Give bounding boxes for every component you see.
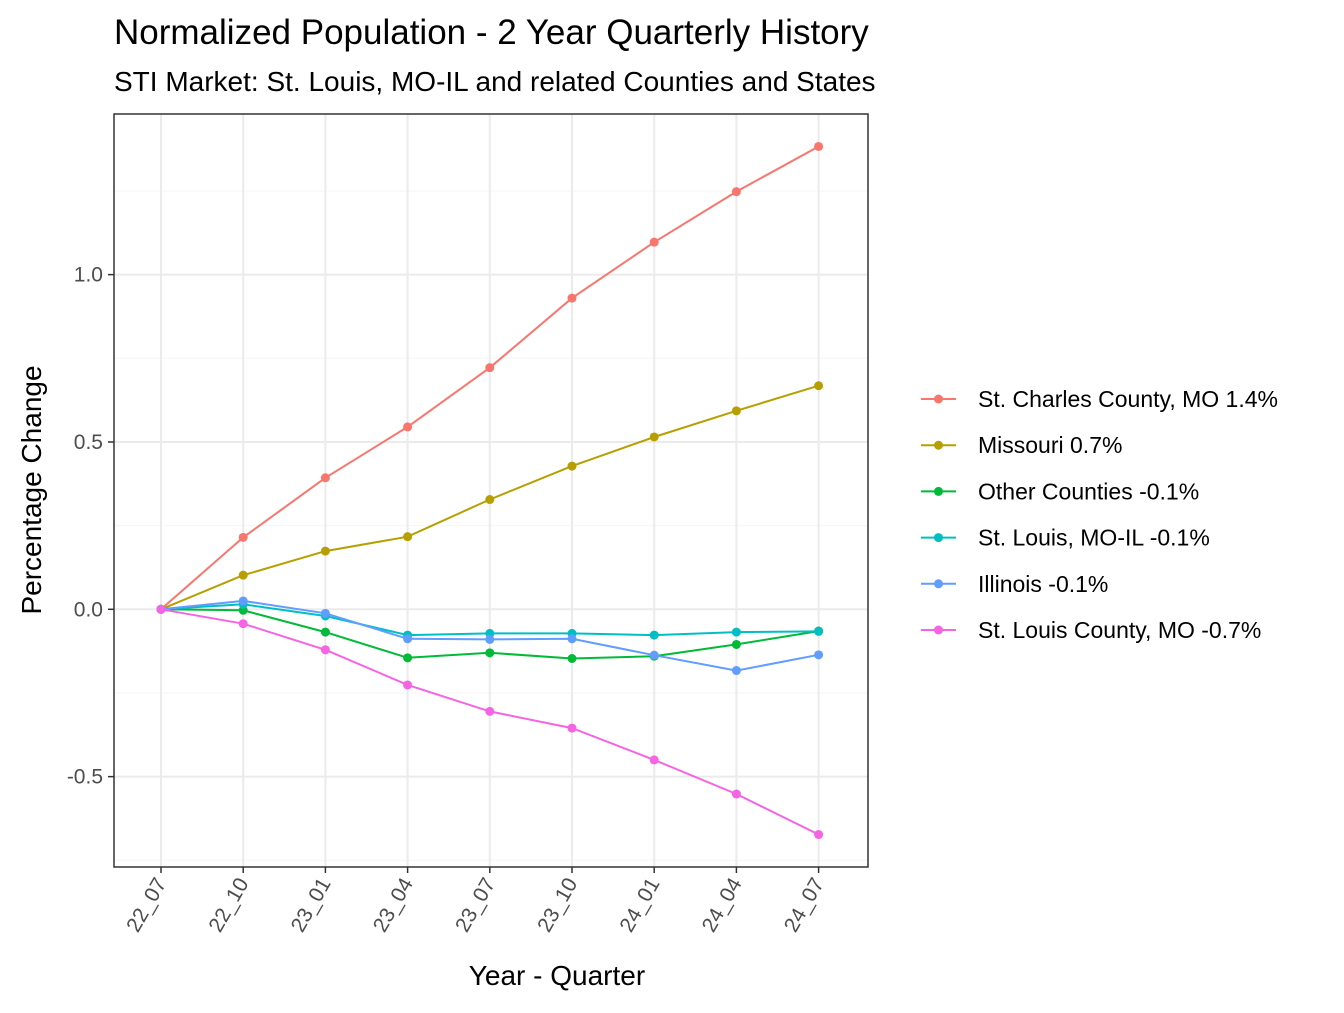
data-point bbox=[403, 634, 413, 644]
data-point bbox=[649, 755, 659, 765]
data-point bbox=[485, 363, 495, 373]
major-gridlines bbox=[114, 114, 868, 867]
y-tick-label: 1.0 bbox=[74, 264, 103, 287]
data-point bbox=[731, 627, 741, 637]
chart-subtitle: STI Market: St. Louis, MO-IL and related… bbox=[114, 66, 876, 97]
legend-label: St. Charles County, MO 1.4% bbox=[978, 386, 1278, 412]
plot-panel-background bbox=[114, 114, 868, 867]
y-axis: -0.5 0.0 0.5 1.0 bbox=[67, 264, 114, 789]
data-point bbox=[814, 650, 824, 660]
data-point bbox=[567, 293, 577, 303]
y-axis-title: Percentage Change bbox=[16, 365, 47, 614]
data-point bbox=[320, 608, 330, 618]
x-axis-title: Year - Quarter bbox=[469, 960, 645, 991]
data-point bbox=[485, 495, 495, 505]
data-point bbox=[649, 237, 659, 247]
legend-key-point bbox=[934, 579, 943, 589]
data-point bbox=[238, 570, 248, 580]
legend-key-point bbox=[934, 394, 943, 404]
data-point bbox=[731, 406, 741, 416]
series-layer bbox=[156, 141, 824, 840]
data-point bbox=[814, 141, 824, 151]
data-point bbox=[403, 653, 413, 663]
x-tick-label: 22_07 bbox=[122, 874, 171, 936]
legend-label: Missouri 0.7% bbox=[978, 432, 1122, 458]
data-point bbox=[567, 723, 577, 733]
x-tick-label: 24_04 bbox=[698, 874, 747, 936]
data-point bbox=[403, 680, 413, 690]
data-point bbox=[814, 830, 824, 840]
data-point bbox=[485, 706, 495, 716]
y-tick-label: -0.5 bbox=[67, 766, 103, 789]
data-point bbox=[403, 532, 413, 542]
data-point bbox=[320, 627, 330, 637]
data-point bbox=[649, 650, 659, 660]
legend-label: St. Louis County, MO -0.7% bbox=[978, 617, 1261, 643]
data-point bbox=[238, 596, 248, 606]
data-point bbox=[731, 187, 741, 197]
data-point bbox=[238, 619, 248, 629]
data-point bbox=[567, 461, 577, 471]
data-point bbox=[567, 634, 577, 644]
data-point bbox=[649, 630, 659, 640]
x-tick-label: 23_01 bbox=[287, 874, 336, 936]
data-point bbox=[649, 432, 659, 442]
x-tick-label: 23_04 bbox=[369, 874, 418, 936]
data-point bbox=[485, 634, 495, 644]
legend-label: St. Louis, MO-IL -0.1% bbox=[978, 525, 1210, 551]
legend-label: Illinois -0.1% bbox=[978, 571, 1108, 597]
data-point bbox=[320, 546, 330, 556]
y-tick-label: 0.5 bbox=[74, 431, 103, 454]
x-tick-label: 24_01 bbox=[615, 874, 664, 936]
x-tick-label: 22_10 bbox=[204, 874, 253, 936]
y-tick-label: 0.0 bbox=[74, 598, 103, 621]
legend: St. Charles County, MO 1.4% Missouri 0.7%… bbox=[921, 386, 1278, 643]
legend-key-point bbox=[934, 440, 943, 450]
data-point bbox=[320, 473, 330, 483]
x-tick-label: 23_07 bbox=[451, 874, 500, 936]
legend-label: Other Counties -0.1% bbox=[978, 478, 1199, 504]
data-point bbox=[567, 654, 577, 664]
minor-gridlines bbox=[114, 190, 868, 861]
x-axis: 22_07 22_10 23_01 23_04 23_07 23_10 24_01 24_04… bbox=[122, 867, 829, 936]
legend-key-point bbox=[934, 486, 943, 496]
data-point bbox=[814, 626, 824, 636]
data-point bbox=[731, 789, 741, 799]
data-point bbox=[485, 648, 495, 658]
data-point bbox=[731, 639, 741, 649]
data-point bbox=[731, 666, 741, 676]
legend-key-point bbox=[934, 533, 943, 543]
chart-title: Normalized Population - 2 Year Quarterly… bbox=[114, 13, 869, 52]
data-point bbox=[238, 532, 248, 542]
x-tick-label: 24_07 bbox=[780, 874, 829, 936]
data-point bbox=[814, 381, 824, 391]
data-point bbox=[320, 645, 330, 655]
x-tick-label: 23_10 bbox=[533, 874, 582, 936]
legend-key-point bbox=[934, 625, 943, 635]
data-point bbox=[403, 422, 413, 432]
data-point bbox=[156, 604, 166, 614]
plot-panel-border bbox=[113, 113, 869, 868]
